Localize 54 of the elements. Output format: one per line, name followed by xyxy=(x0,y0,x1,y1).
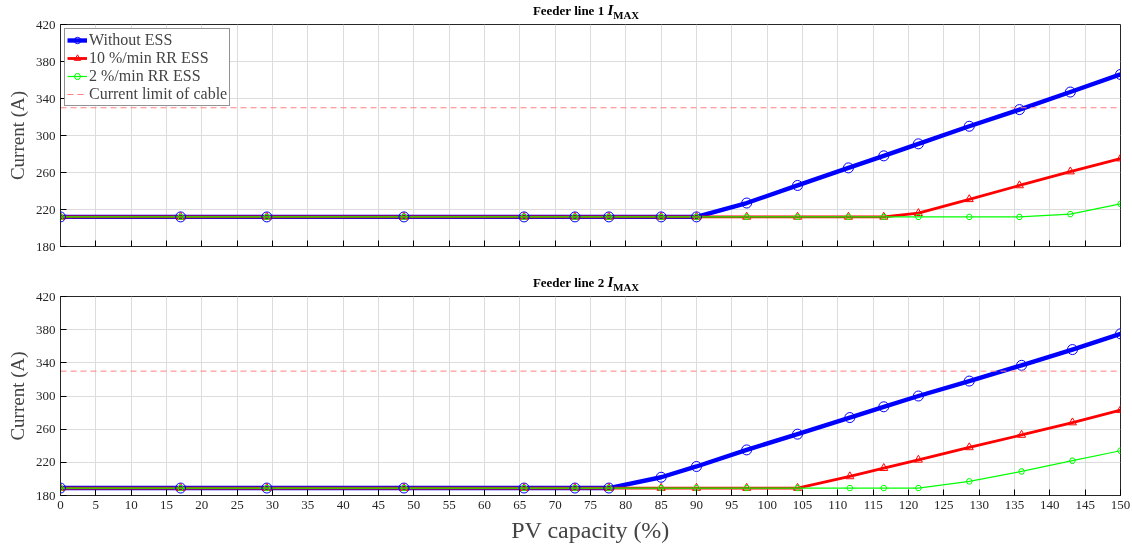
x-tick-label: 10 xyxy=(124,496,138,512)
y-axis-title: Current (A) xyxy=(7,90,29,181)
x-tick-label: 75 xyxy=(584,496,597,512)
y-tick-label: 260 xyxy=(36,164,56,180)
y-tick-label: 220 xyxy=(36,454,56,470)
x-tick-label: 105 xyxy=(792,496,813,512)
x-tick-label: 60 xyxy=(478,496,491,512)
x-tick-label: 150 xyxy=(1110,496,1131,512)
chart-title: Feeder line 1 I$_{MAX}$ xyxy=(532,2,640,21)
x-tick-label: 120 xyxy=(898,496,919,512)
y-tick-label: 380 xyxy=(36,53,56,69)
x-axis-title: PV capacity (%) xyxy=(511,516,670,543)
y-tick-label: 380 xyxy=(36,321,56,337)
x-tick-label: 30 xyxy=(266,496,279,512)
x-tick-label: 85 xyxy=(654,496,668,512)
legend-label: Without ESS xyxy=(89,31,173,49)
legend-label: Current limit of cable xyxy=(89,85,228,103)
x-tick-label: 95 xyxy=(725,496,739,512)
x-tick-label: 90 xyxy=(690,496,703,512)
x-tick-label: 55 xyxy=(442,496,456,512)
x-tick-label: 115 xyxy=(863,496,883,512)
chart-title: Feeder line 2 I$_{MAX}$ xyxy=(532,274,640,293)
x-tick-label: 100 xyxy=(757,496,777,512)
y-tick-label: 180 xyxy=(36,487,56,503)
x-tick-label: 0 xyxy=(57,496,64,512)
x-tick-label: 50 xyxy=(407,496,421,512)
y-tick-label: 260 xyxy=(36,421,56,437)
x-tick-label: 145 xyxy=(1075,496,1095,512)
x-tick-label: 80 xyxy=(619,496,633,512)
x-tick-label: 15 xyxy=(160,496,173,512)
y-tick-label: 220 xyxy=(36,201,56,217)
x-tick-label: 140 xyxy=(1040,496,1060,512)
x-tick-label: 130 xyxy=(969,496,989,512)
x-tick-label: 135 xyxy=(1004,496,1025,512)
y-tick-label: 340 xyxy=(36,354,56,370)
y-tick-label: 300 xyxy=(36,127,56,143)
x-tick-label: 40 xyxy=(336,496,350,512)
y-tick-label: 340 xyxy=(36,90,56,106)
x-tick-label: 45 xyxy=(372,496,385,512)
y-tick-label: 420 xyxy=(36,16,56,32)
x-tick-label: 70 xyxy=(548,496,562,512)
x-tick-label: 65 xyxy=(513,496,527,512)
x-tick-label: 35 xyxy=(301,496,315,512)
y-tick-label: 180 xyxy=(36,238,56,254)
x-tick-label: 25 xyxy=(230,496,244,512)
y-tick-label: 300 xyxy=(36,388,56,403)
y-axis-title: Current (A) xyxy=(7,351,29,441)
legend-label: 10 %/min RR ESS xyxy=(89,49,209,67)
x-tick-label: 125 xyxy=(934,496,954,512)
x-tick-label: 5 xyxy=(92,496,100,512)
y-tick-label: 420 xyxy=(36,288,56,304)
x-tick-label: 20 xyxy=(195,496,209,512)
x-tick-label: 110 xyxy=(828,496,848,512)
legend-label: 2 %/min RR ESS xyxy=(89,67,201,85)
